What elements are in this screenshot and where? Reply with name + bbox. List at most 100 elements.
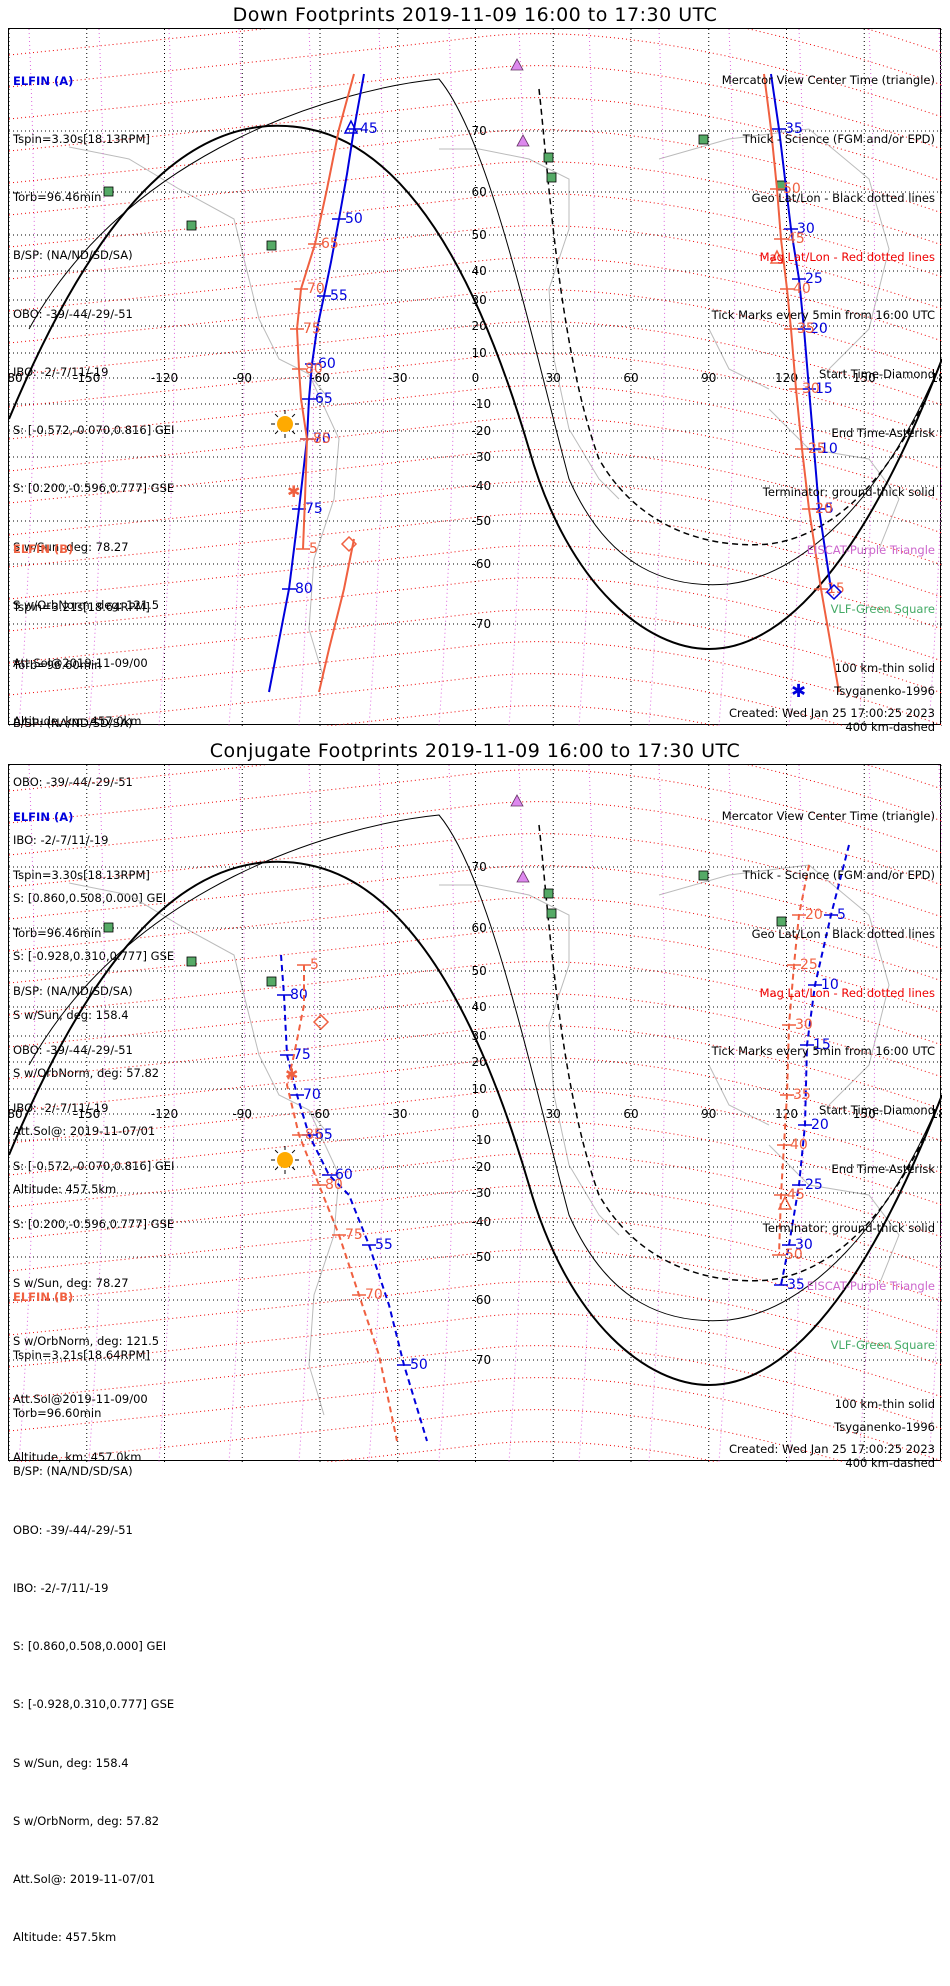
coastline (768, 408, 900, 550)
elfin-a-info: ELFIN (A) Tspin=3.30s[18.13RPM] Torb=96.… (13, 33, 174, 770)
lat-label: -40 (472, 479, 492, 493)
lon-label: 0 (472, 1107, 480, 1121)
track-time-label: 25 (800, 957, 818, 973)
track-time-label: 20 (815, 501, 833, 517)
mag-parallel (9, 1249, 942, 1334)
legend-item: Mercator View Center Time (triangle) (721, 809, 935, 824)
elfin-a-line: S: [-0.572,-0.070,0.816] GEI (13, 1159, 175, 1174)
track-time-label: 45 (787, 1187, 805, 1203)
terminator-ground (9, 124, 942, 651)
lon-label: -180 (9, 371, 23, 385)
lon-label: -120 (151, 1107, 178, 1121)
lat-label: -70 (472, 1353, 492, 1367)
lat-label: 40 (472, 264, 487, 278)
elfin-b-line: S w/Sun, deg: 158.4 (13, 1755, 129, 1770)
legend-item: 400 km-dashed (845, 719, 935, 734)
track-time-label: 5 (309, 541, 318, 557)
track-time-label: 45 (360, 121, 378, 137)
lat-label: 40 (472, 1000, 487, 1014)
mag-meridian (508, 29, 526, 726)
elfin-b-line: Att.Sol@: 2019-11-07/01 (13, 1872, 156, 1886)
mag-parallel (9, 865, 942, 950)
mag-parallel (9, 289, 942, 374)
created-timestamp: Created: Wed Jan 25 17:00:25 2023 (728, 1442, 935, 1456)
lon-label: -180 (9, 1107, 23, 1121)
track-time-label: 10 (820, 441, 838, 457)
mag-parallel (323, 1441, 720, 1462)
legend-item: EISCAT-Purple Triangle (806, 1279, 935, 1294)
mag-meridian (508, 765, 526, 1462)
vlf-station-marker (698, 870, 709, 881)
sun-icon (277, 416, 293, 432)
mag-parallel (9, 449, 942, 534)
elfin-a-line: B/SP: (NA/ND/SD/SA) (13, 984, 133, 999)
elfin-b-line: S: [-0.928,0.310,0.777] GSE (13, 1697, 175, 1712)
mag-parallel (9, 161, 942, 246)
elfin-b-label: ELFIN (B) (13, 541, 74, 556)
elfin-b-line: S: [0.860,0.508,0.000] GEI (13, 891, 167, 906)
lat-label: -30 (472, 450, 492, 464)
mag-meridian (648, 765, 666, 1462)
elfin-a-track-east (780, 844, 850, 1286)
coastline (768, 1144, 900, 1286)
mag-meridian (648, 29, 666, 726)
elfin-a-line: OBO: -39/-44/-29/-51 (13, 306, 133, 321)
end-asterisk: ✱ (287, 482, 300, 501)
mag-parallel (9, 1217, 942, 1302)
view-center-triangle (777, 1195, 793, 1210)
lon-label: 90 (701, 1107, 716, 1121)
lon-label: 180 (931, 371, 942, 385)
track-time-label: 70 (303, 1087, 321, 1103)
track-time-label: 20 (810, 321, 828, 337)
track-time-label: 15 (813, 1037, 831, 1053)
mag-parallel (9, 385, 942, 470)
elfin-b-line: Tspin=3.21s[18.64RPM] (13, 600, 150, 615)
track-time-label: 5 (825, 501, 834, 517)
mag-parallel (9, 1313, 942, 1398)
lon-label: 30 (546, 1107, 561, 1121)
elfin-a-line: S: [0.200,-0.596,0.777] GSE (13, 481, 175, 496)
elfin-b-line: OBO: -39/-44/-29/-51 (13, 774, 133, 789)
sun-ray (291, 1149, 296, 1154)
elfin-a-line: B/SP: (NA/ND/SD/SA) (13, 248, 133, 263)
lon-label: -30 (388, 371, 408, 385)
coastline (308, 1109, 340, 1416)
lat-label: -20 (472, 424, 492, 438)
elfin-a-line: Tspin=3.30s[18.13RPM] (13, 132, 150, 147)
lon-label: 90 (701, 371, 716, 385)
lat-label: 70 (472, 860, 487, 874)
mag-parallel (9, 193, 942, 278)
lon-label: 0 (472, 371, 480, 385)
lat-label: -40 (472, 1215, 492, 1229)
eiscat-marker (510, 794, 524, 807)
lon-label: 120 (775, 371, 798, 385)
lat-label: 60 (472, 921, 487, 935)
elfin-a-line: IBO: -2/-7/11/-19 (13, 1100, 109, 1115)
legend-item: Mag Lat/Lon - Red dotted lines (759, 249, 935, 264)
mag-parallel (9, 1281, 942, 1366)
mag-parallel (9, 929, 942, 1014)
elfin-b-line: B/SP: (NA/ND/SD/SA) (13, 716, 133, 731)
mag-parallel (9, 225, 942, 310)
model-label: Tsyganenko-1996 (834, 1420, 935, 1434)
legend-item: Thick - Science (FGM and/or EPD) (742, 867, 935, 882)
mag-parallel (323, 705, 720, 726)
track-time-label: 55 (375, 1237, 393, 1253)
track-time-label: 65 (315, 391, 333, 407)
legend-item: Start Time-Diamond (819, 1103, 935, 1118)
mag-parallel (9, 1089, 942, 1174)
lat-label: -20 (472, 1160, 492, 1174)
track-time-label: 25 (805, 1177, 823, 1193)
legend-item: Mercator View Center Time (triangle) (721, 73, 935, 88)
lat-label: 20 (472, 319, 487, 333)
coastline (658, 864, 890, 1106)
terminator-100km (28, 78, 942, 586)
eiscat-marker (510, 58, 524, 71)
lat-label: -70 (472, 617, 492, 631)
track-time-label: 40 (790, 1137, 808, 1153)
track-time-label: 80 (295, 581, 313, 597)
elfin-b-track-segment (318, 538, 355, 693)
track-time-label: 15 (815, 381, 833, 397)
track-time-label: 30 (797, 221, 815, 237)
track-time-label: 50 (783, 181, 801, 197)
